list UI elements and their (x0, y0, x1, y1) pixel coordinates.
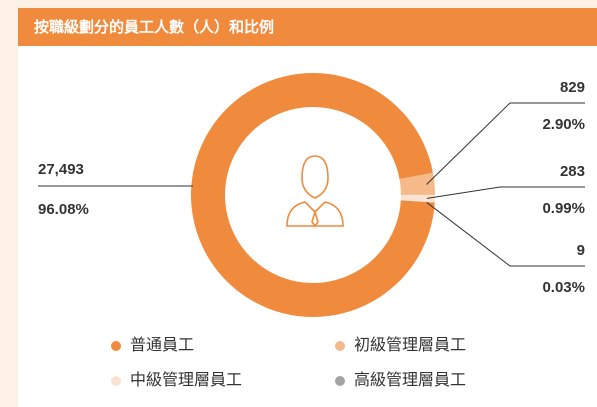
legend-marker (111, 376, 121, 386)
percent-label: 0.99% (542, 200, 585, 217)
legend-label: 初級管理層員工 (354, 336, 466, 354)
legend-label: 普通員工 (130, 336, 194, 354)
legend-label: 中級管理層員工 (130, 371, 242, 389)
legend-marker (111, 341, 121, 351)
value-label: 283 (560, 163, 585, 180)
person-icon (286, 155, 344, 228)
percent-label: 96.08% (38, 201, 89, 218)
leader-line (426, 102, 585, 185)
title-banner (18, 8, 597, 46)
donut-segment (400, 194, 435, 203)
legend-marker (335, 376, 345, 386)
legend-marker (335, 341, 345, 351)
donut-segment (399, 172, 435, 195)
leader-line (426, 186, 585, 199)
value-label: 27,493 (38, 161, 84, 178)
percent-label: 0.03% (542, 279, 585, 296)
value-label: 9 (577, 242, 585, 259)
percent-label: 2.90% (542, 116, 585, 133)
leader-line (426, 202, 585, 267)
value-label: 829 (560, 79, 585, 96)
chart-title: 按職級劃分的員工人數（人）和比例 (34, 18, 274, 36)
legend-label: 高級管理層員工 (354, 371, 466, 389)
